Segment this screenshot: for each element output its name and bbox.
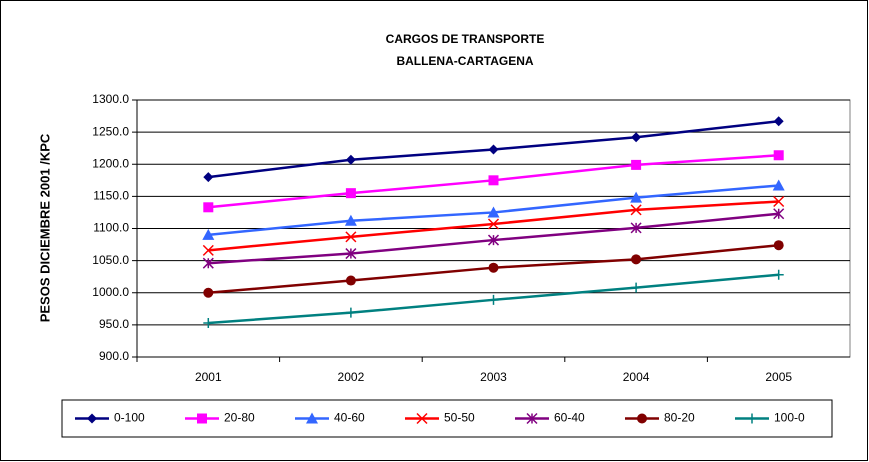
legend-marker xyxy=(526,412,538,425)
data-point xyxy=(773,195,785,208)
legend-label: 60-40 xyxy=(554,411,585,425)
data-point xyxy=(203,287,214,298)
data-point xyxy=(345,275,356,286)
data-point xyxy=(773,150,784,161)
y-tick-label: 900.0 xyxy=(99,349,129,363)
data-point xyxy=(488,175,499,186)
data-point xyxy=(202,257,214,269)
legend-marker xyxy=(197,413,207,424)
data-point xyxy=(773,240,784,251)
data-point xyxy=(631,282,642,293)
legend-marker xyxy=(747,413,757,424)
data-point xyxy=(630,204,642,216)
y-tick-label: 1000.0 xyxy=(92,285,129,299)
x-tick-label: 2005 xyxy=(765,370,792,384)
data-point xyxy=(203,317,214,328)
data-point xyxy=(773,116,784,127)
data-point xyxy=(488,294,499,305)
legend-label: 40-60 xyxy=(334,411,365,425)
data-point xyxy=(631,132,642,143)
data-point xyxy=(631,254,642,265)
legend-marker xyxy=(416,412,428,425)
x-tick-label: 2004 xyxy=(623,370,650,384)
data-point xyxy=(345,188,356,199)
y-tick-label: 1300.0 xyxy=(92,92,129,106)
y-axis-label: PESOS DICIEMBRE 2001 /KPC xyxy=(37,133,52,322)
legend-label: 80-20 xyxy=(664,411,695,425)
legend-label: 100-0 xyxy=(774,411,805,425)
chart-title: CARGOS DE TRANSPORTE xyxy=(386,32,545,46)
data-point xyxy=(202,244,214,256)
y-tick-label: 1150.0 xyxy=(93,189,129,203)
y-tick-label: 1050.0 xyxy=(92,253,129,267)
data-point xyxy=(344,214,357,226)
data-point xyxy=(488,262,499,273)
chart-subtitle: BALLENA-CARTAGENA xyxy=(396,54,533,68)
data-point xyxy=(773,208,785,220)
legend-marker xyxy=(306,412,318,424)
data-point xyxy=(630,191,643,203)
data-point xyxy=(630,222,642,234)
legend-label: 0-100 xyxy=(114,411,145,425)
y-tick-label: 950.0 xyxy=(99,317,129,331)
x-tick-label: 2001 xyxy=(195,370,222,384)
y-tick-label: 1100.0 xyxy=(93,221,129,235)
data-point xyxy=(202,228,215,240)
data-point xyxy=(345,307,356,318)
data-point xyxy=(772,179,785,191)
legend-marker xyxy=(637,413,647,424)
data-point xyxy=(345,248,357,260)
data-point xyxy=(345,231,357,243)
data-point xyxy=(487,206,500,218)
data-point xyxy=(488,144,499,155)
data-point xyxy=(773,269,784,280)
x-tick-label: 2002 xyxy=(338,370,365,384)
data-point xyxy=(487,218,500,230)
x-tick-label: 2003 xyxy=(480,370,507,384)
legend-label: 20-80 xyxy=(224,411,255,425)
data-point xyxy=(631,159,642,170)
legend-label: 50-50 xyxy=(444,411,475,425)
y-tick-label: 1250.0 xyxy=(92,124,129,138)
y-tick-label: 1200.0 xyxy=(92,156,129,170)
legend-marker xyxy=(87,413,97,424)
data-point xyxy=(203,202,214,213)
data-point xyxy=(345,154,356,165)
data-point xyxy=(487,234,500,246)
data-point xyxy=(203,172,214,183)
